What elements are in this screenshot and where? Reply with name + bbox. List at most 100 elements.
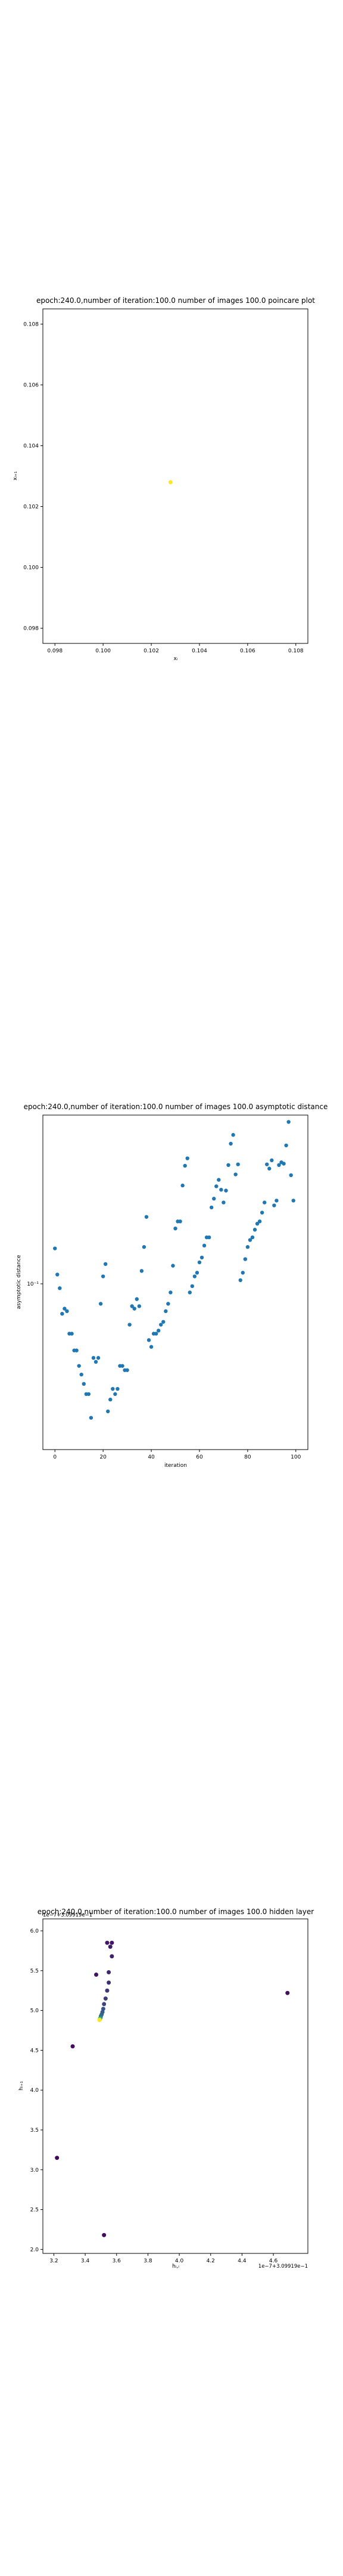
distance-point [93, 1360, 98, 1364]
distance-point [113, 1392, 117, 1397]
distance-point [108, 1397, 113, 1402]
distance-xtick-label: 80 [244, 1454, 251, 1460]
hidden-layer-plot-area [42, 1918, 308, 2254]
distance-point [265, 1162, 269, 1166]
distance-x-ticks: 0 20 40 60 80 100 [53, 1450, 301, 1460]
distance-point [142, 1245, 146, 1249]
distance-point [159, 1323, 163, 1327]
distance-plot-area [42, 1114, 308, 1450]
poincare-xtick-label: 0.098 [47, 648, 63, 654]
hidden-layer-ytick-label: 3.5 [30, 2128, 39, 2134]
distance-point [183, 1163, 187, 1168]
distance-point [224, 1188, 228, 1193]
distance-point [120, 1364, 124, 1368]
distance-point [243, 1257, 248, 1261]
distance-point [284, 1143, 288, 1148]
hidden-layer-xtick-label: 4.6 [269, 2258, 278, 2264]
distance-point [272, 1203, 276, 1208]
distance-point [270, 1158, 274, 1163]
distance-chart: epoch:240.0,number of iteration:100.0 nu… [16, 1103, 328, 1469]
hidden-layer-ytick-label: 4.0 [30, 2088, 39, 2094]
hidden-layer-xtick-label: 4.0 [175, 2258, 184, 2264]
distance-point [267, 1166, 272, 1171]
distance-xtick-label: 20 [99, 1454, 107, 1460]
distance-point [103, 1262, 108, 1267]
distance-point [217, 1178, 221, 1182]
poincare-title: epoch:240.0,number of iteration:100.0 nu… [36, 296, 315, 305]
distance-point [70, 1332, 74, 1336]
hidden-layer-point [105, 1940, 110, 1945]
distance-point [111, 1386, 115, 1391]
distance-y-ticks: 10⁻¹ [27, 1281, 43, 1287]
distance-point [289, 1173, 293, 1178]
distance-point [55, 1272, 60, 1277]
distance-point [197, 1260, 202, 1265]
distance-point [96, 1356, 101, 1360]
hidden-layer-point [107, 1980, 111, 1985]
distance-point [125, 1368, 129, 1372]
hidden-layer-ytick-label: 3.0 [30, 2168, 39, 2174]
distance-points [53, 1120, 295, 1420]
poincare-ytick-label: 0.102 [23, 504, 39, 510]
distance-point [60, 1311, 64, 1316]
distance-point [222, 1200, 226, 1205]
distance-point [139, 1269, 144, 1273]
distance-point [238, 1278, 242, 1283]
poincare-xtick-label: 0.104 [192, 648, 207, 654]
hidden-layer-point [102, 2233, 107, 2237]
distance-point [209, 1205, 214, 1210]
distance-point [207, 1235, 211, 1240]
hidden-layer-ytick-label: 2.0 [30, 2247, 39, 2253]
distance-xtick-label: 0 [53, 1454, 57, 1460]
distance-point [166, 1302, 170, 1306]
distance-xtick-label: 40 [148, 1454, 155, 1460]
distance-point [233, 1172, 238, 1176]
distance-point [277, 1163, 281, 1168]
hidden-layer-xtick-label: 3.4 [81, 2258, 90, 2264]
hidden-layer-y-ticks: 2.0 2.5 3.0 3.5 4.0 4.5 5.0 5.5 6.0 [30, 1928, 43, 2253]
distance-point [260, 1210, 264, 1215]
distance-point [82, 1382, 86, 1386]
distance-point [188, 1290, 192, 1295]
hidden-layer-title: epoch:240.0,number of iteration:100.0 nu… [38, 1908, 314, 1916]
distance-ytick-label: 10⁻¹ [27, 1281, 39, 1287]
poincare-ylabel: xᵢ₊₁ [13, 471, 18, 481]
distance-point [214, 1184, 219, 1188]
poincare-xtick-label: 0.100 [95, 648, 111, 654]
distance-point [185, 1156, 189, 1160]
hidden-layer-point [110, 1940, 114, 1945]
hidden-layer-point [70, 2044, 75, 2049]
distance-point [135, 1297, 139, 1301]
distance-point [164, 1309, 168, 1314]
distance-point [58, 1286, 62, 1290]
distance-point [212, 1197, 216, 1201]
distance-point [241, 1271, 245, 1275]
distance-point [178, 1219, 182, 1224]
distance-point [245, 1245, 250, 1249]
hidden-layer-point [97, 2018, 102, 2023]
distance-point [262, 1200, 267, 1205]
distance-point [250, 1235, 255, 1240]
distance-xtick-label: 100 [291, 1454, 301, 1460]
hidden-layer-ytick-label: 2.5 [30, 2207, 39, 2213]
hidden-layer-ytick-label: 6.0 [30, 1928, 39, 1934]
poincare-chart: epoch:240.0,number of iteration:100.0 nu… [13, 296, 315, 662]
hidden-layer-chart: epoch:240.0,number of iteration:100.0 nu… [18, 1908, 314, 2270]
hidden-layer-x-offset: 1e−7+3.09919e−1 [258, 2264, 308, 2270]
distance-point [231, 1133, 235, 1137]
distance-point [127, 1323, 132, 1327]
distance-point [282, 1162, 286, 1166]
distance-xlabel: iteration [164, 1463, 187, 1469]
distance-point [275, 1199, 279, 1203]
distance-point [65, 1309, 69, 1314]
distance-point [173, 1226, 177, 1231]
distance-point [291, 1199, 295, 1203]
poincare-xtick-label: 0.108 [288, 648, 304, 654]
poincare-xlabel: xᵢ [174, 656, 178, 662]
distance-point [132, 1306, 136, 1311]
hidden-layer-xlabel: hᵢ,ᵢ [172, 2264, 179, 2270]
hidden-layer-xtick-label: 4.2 [207, 2258, 215, 2264]
distance-point [171, 1264, 175, 1268]
hidden-layer-point [102, 2002, 107, 2007]
hidden-layer-point [110, 1954, 114, 1959]
